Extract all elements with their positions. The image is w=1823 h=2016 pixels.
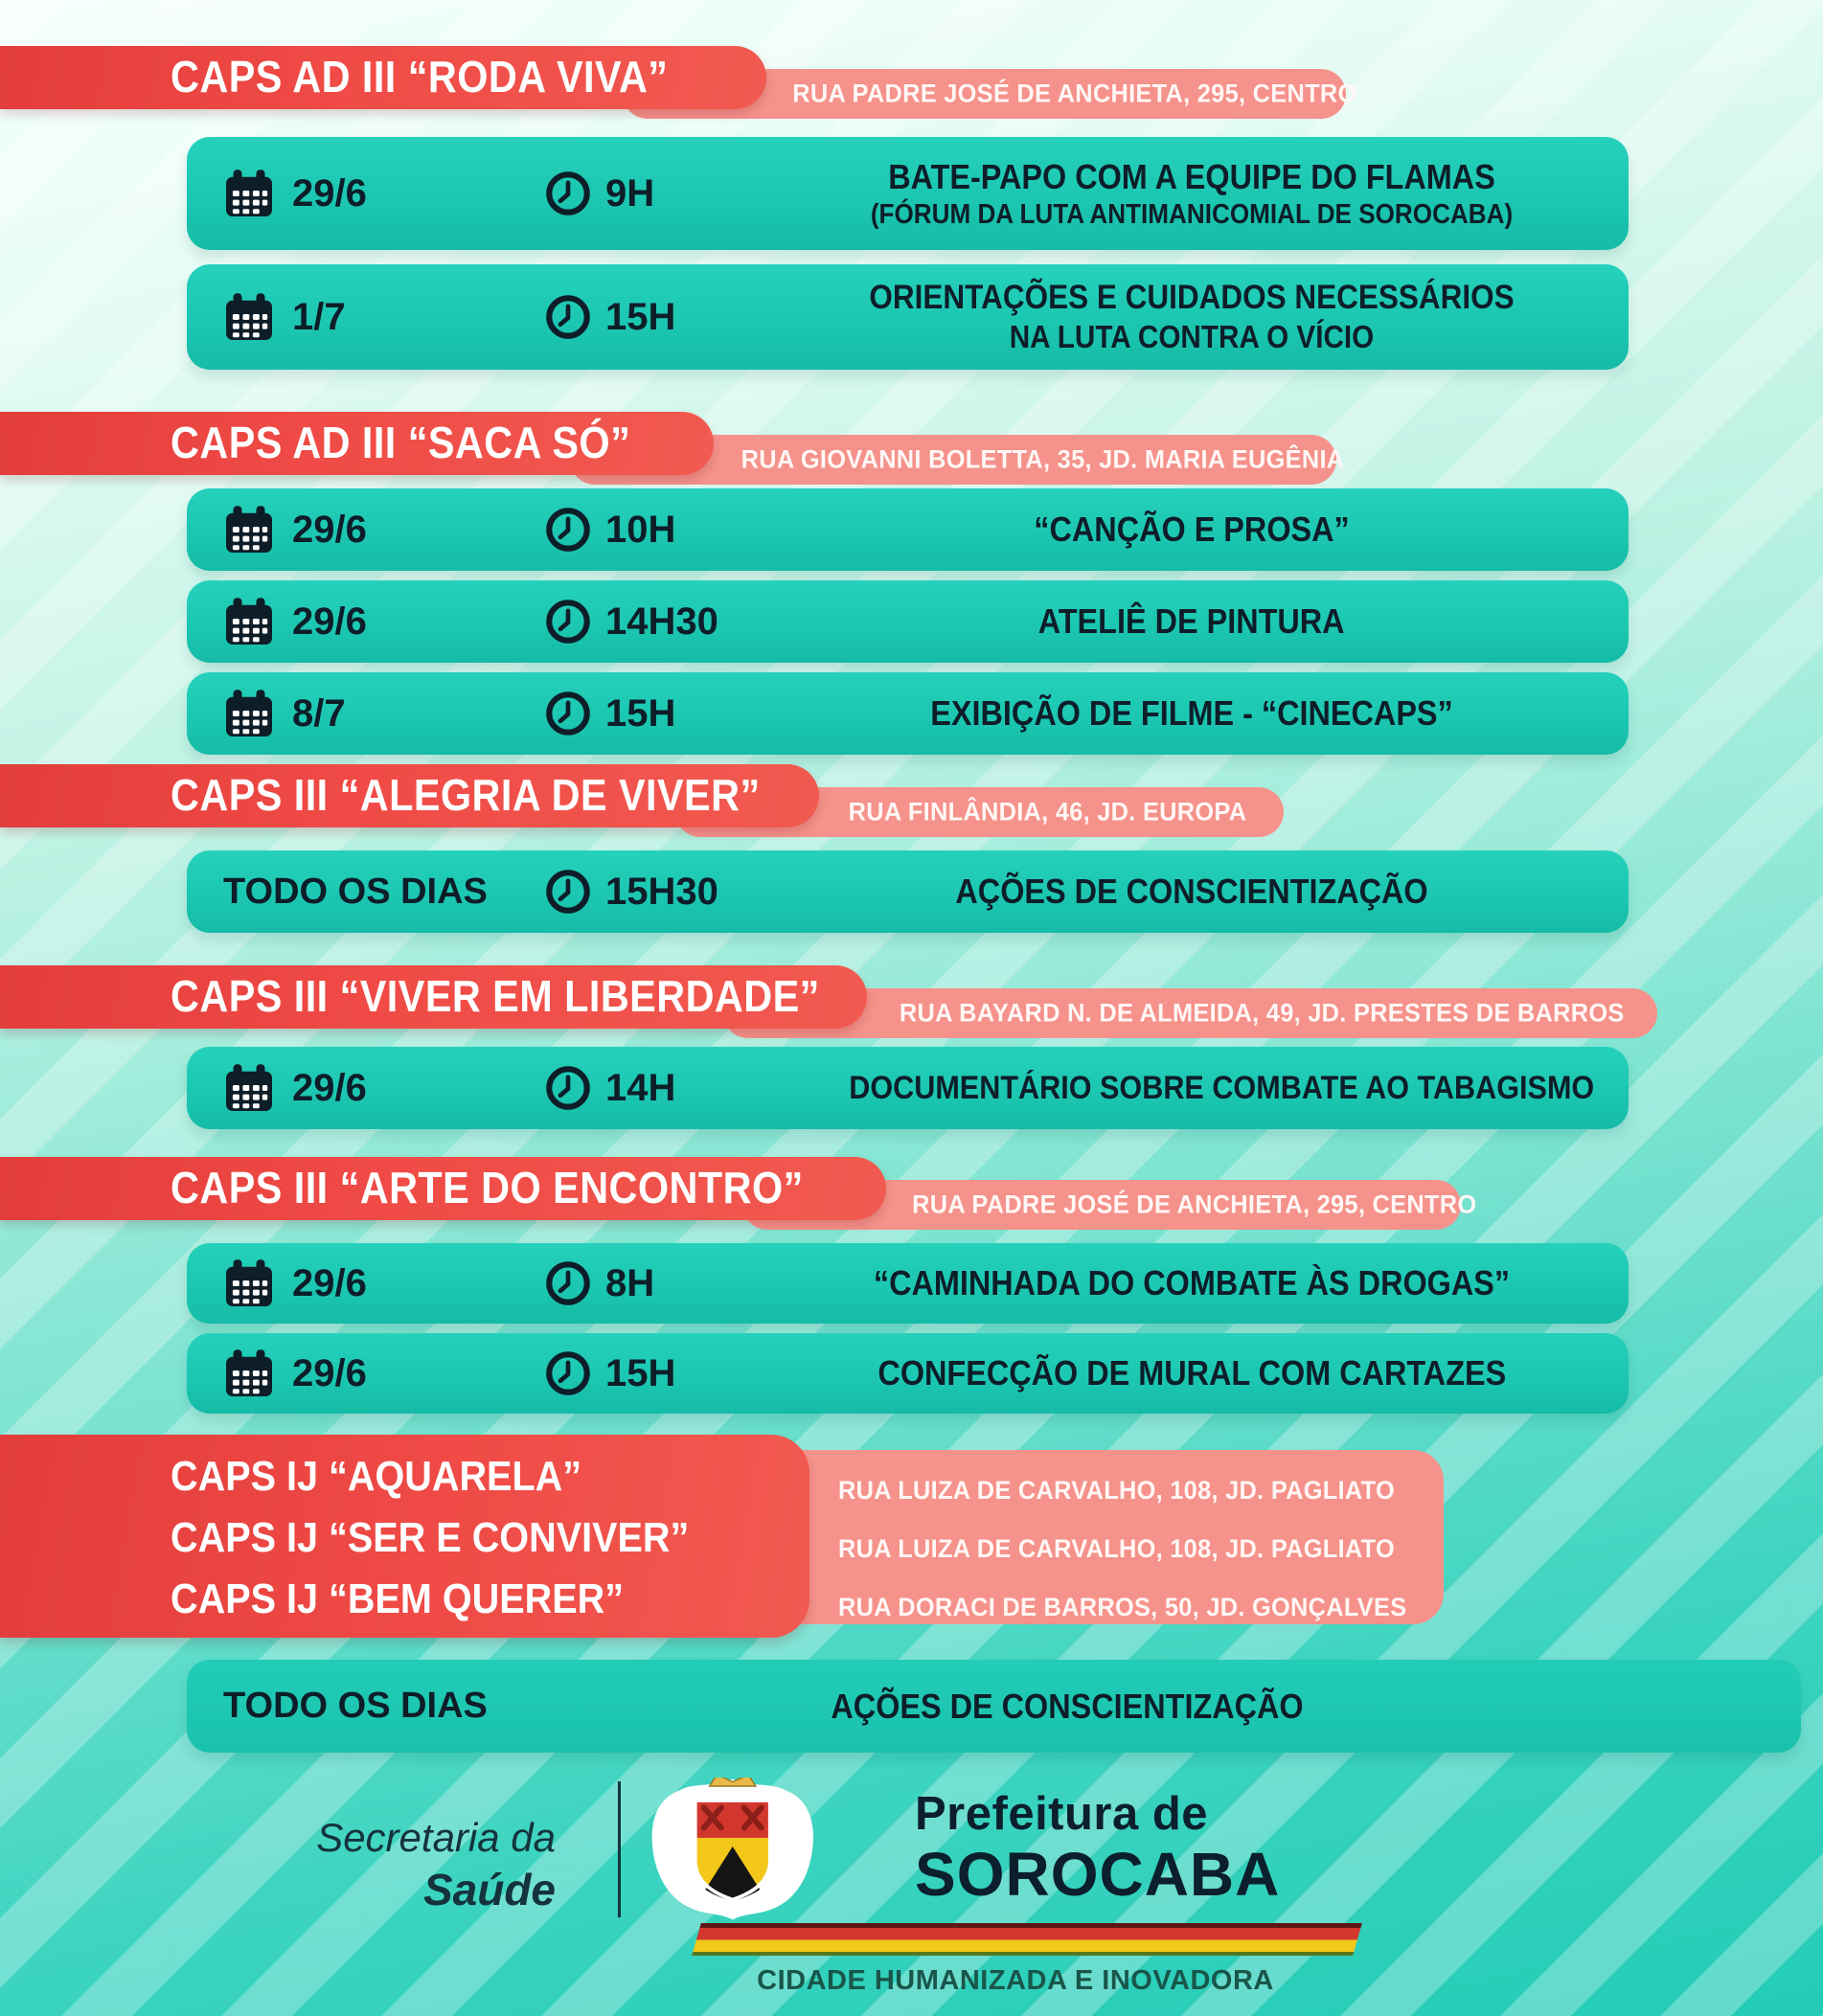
calendar-icon [226,598,272,645]
date-label: 29/6 [292,171,367,215]
section-title: CAPS IJ “BEM QUERER” [171,1575,625,1622]
date-label: TODO OS DIAS [223,1686,488,1726]
event-subtitle: NA LUTA CONTRA O VÍCIO [1009,319,1375,354]
footer-divider [618,1781,621,1917]
address-text: RUA PADRE JOSÉ DE ANCHIETA, 295, CENTRO [792,79,1357,108]
date-label: TODO OS DIAS [223,871,488,912]
section-header-bar: CAPS III “ARTE DO ENCONTRO” [0,1157,886,1220]
calendar-icon [226,690,272,736]
section-alegria-de-viver: CAPS III “ALEGRIA DE VIVER” RUA FINLÂNDI… [0,764,1823,837]
date-label: 29/6 [292,508,367,551]
event-title: AÇÕES DE CONSCIENTIZAÇÃO [955,872,1428,911]
calendar-icon [226,293,272,340]
address-text: RUA BAYARD N. DE ALMEIDA, 49, JD. PRESTE… [899,998,1625,1028]
calendar-icon [226,170,272,216]
city-slogan: CIDADE HUMANIZADA E INOVADORA [757,1965,1274,1996]
clock-icon [544,170,592,217]
event-row: 29/6 10H “CANÇÃO E PROSA” [187,488,1629,571]
event-title: DOCUMENTÁRIO SOBRE COMBATE AO TABAGISMO [849,1069,1595,1106]
clock-icon [544,293,592,341]
date-label: 8/7 [292,691,346,735]
time-label: 15H [605,1351,676,1394]
section-header-bar: CAPS AD III “RODA VIVA” [0,46,766,109]
section-viver-em-liberdade: CAPS III “VIVER EM LIBERDADE” RUA BAYARD… [0,965,1823,1038]
section-title: CAPS IJ “SER E CONVIVER” [171,1514,690,1561]
event-row: 29/6 8H “CAMINHADA DO COMBATE ÀS DROGAS” [187,1243,1629,1324]
event-row: 1/7 15H ORIENTAÇÕES E CUIDADOS NECESSÁRI… [187,264,1629,370]
clock-icon [544,868,592,916]
section-title: CAPS III “ARTE DO ENCONTRO” [171,1162,804,1212]
event-title: ATELIÊ DE PINTURA [1038,601,1345,641]
event-row: TODO OS DIAS 15H30 AÇÕES DE CONSCIENTIZA… [187,850,1629,933]
clock-icon [544,1064,592,1112]
event-title: “CAMINHADA DO COMBATE ÀS DROGAS” [873,1263,1511,1302]
time-label: 15H30 [605,870,718,913]
calendar-icon [226,1349,272,1396]
date-label: 29/6 [292,600,367,643]
address-text: RUA LUIZA DE CARVALHO, 108, JD. PAGLIATO [838,1476,1395,1505]
address-text: RUA PADRE JOSÉ DE ANCHIETA, 295, CENTRO [912,1189,1477,1219]
date-label: 29/6 [292,1066,367,1109]
time-label: 8H [605,1261,655,1304]
clock-icon [544,506,592,554]
event-title: EXIBIÇÃO DE FILME - “CINECAPS” [930,693,1453,733]
event-title: BATE-PAPO COM A EQUIPE DO FLAMAS [888,156,1495,196]
event-row: 29/6 9H BATE-PAPO COM A EQUIPE DO FLAMAS… [187,137,1629,250]
calendar-icon [226,506,272,553]
clock-icon [544,1349,592,1397]
calendar-icon [226,1259,272,1306]
event-row: 29/6 14H30 ATELIÊ DE PINTURA [187,580,1629,663]
time-label: 9H [605,171,655,215]
date-label: 1/7 [292,295,346,338]
section-saca-so: CAPS AD III “SACA SÓ” RUA GIOVANNI BOLET… [0,412,1823,485]
time-label: 15H [605,295,676,338]
section-roda-viva: CAPS AD III “RODA VIVA” RUA PADRE JOSÉ D… [0,46,1823,119]
date-label: 29/6 [292,1351,367,1394]
city-crest [651,1778,813,1920]
org-name: Prefeitura de SOROCABA [915,1788,1281,1909]
clock-icon [544,598,592,646]
time-label: 14H [605,1066,676,1109]
event-title: ORIENTAÇÕES E CUIDADOS NECESSÁRIOS [869,279,1515,316]
calendar-icon [226,1064,272,1111]
department-name: Secretaria da Saúde [316,1815,556,1914]
flag-stripes [692,1923,1362,1956]
section-title: CAPS IJ “AQUARELA” [171,1453,582,1500]
event-row: 29/6 15H CONFECÇÃO DE MURAL COM CARTAZES [187,1333,1629,1414]
event-row: 29/6 14H DOCUMENTÁRIO SOBRE COMBATE AO T… [187,1047,1629,1129]
address-pill: RUA BAYARD N. DE ALMEIDA, 49, JD. PRESTE… [723,988,1657,1038]
time-label: 10H [605,508,676,551]
clock-icon [544,1259,592,1307]
address-text: RUA LUIZA DE CARVALHO, 108, JD. PAGLIATO [838,1534,1395,1563]
section-header-bar: CAPS IJ “AQUARELA” CAPS IJ “SER E CONVIV… [0,1435,809,1638]
section-caps-ij-group: CAPS IJ “AQUARELA” CAPS IJ “SER E CONVIV… [0,1435,1823,1638]
date-label: 29/6 [292,1261,367,1304]
event-row: 8/7 15H EXIBIÇÃO DE FILME - “CINECAPS” [187,672,1629,755]
event-row: TODO OS DIAS AÇÕES DE CONSCIENTIZAÇÃO [187,1660,1801,1753]
section-header-bar: CAPS III “ALEGRIA DE VIVER” [0,764,819,827]
time-label: 14H30 [605,600,718,643]
section-title: CAPS III “ALEGRIA DE VIVER” [171,769,761,820]
event-title: CONFECÇÃO DE MURAL COM CARTAZES [877,1353,1506,1393]
event-subtitle: (FÓRUM DA LUTA ANTIMANICOMIAL DE SOROCAB… [870,198,1514,230]
address-text: RUA DORACI DE BARROS, 50, JD. GONÇALVES [838,1593,1407,1621]
event-title: “CANÇÃO E PROSA” [1034,510,1350,549]
section-arte-do-encontro: CAPS III “ARTE DO ENCONTRO” RUA PADRE JO… [0,1157,1823,1230]
section-title: CAPS AD III “SACA SÓ” [171,417,631,467]
section-title: CAPS AD III “RODA VIVA” [171,51,669,102]
address-pill: RUA PADRE JOSÉ DE ANCHIETA, 295, CENTRO [623,69,1357,119]
address-text: RUA GIOVANNI BOLETTA, 35, JD. MARIA EUGÊ… [741,444,1345,474]
event-title: AÇÕES DE CONSCIENTIZAÇÃO [831,1686,1304,1726]
section-title: CAPS III “VIVER EM LIBERDADE” [171,970,820,1021]
clock-icon [544,690,592,737]
address-text: RUA FINLÂNDIA, 46, JD. EUROPA [848,797,1247,827]
section-header-bar: CAPS III “VIVER EM LIBERDADE” [0,965,867,1029]
section-header-bar: CAPS AD III “SACA SÓ” [0,412,714,475]
time-label: 15H [605,691,676,735]
